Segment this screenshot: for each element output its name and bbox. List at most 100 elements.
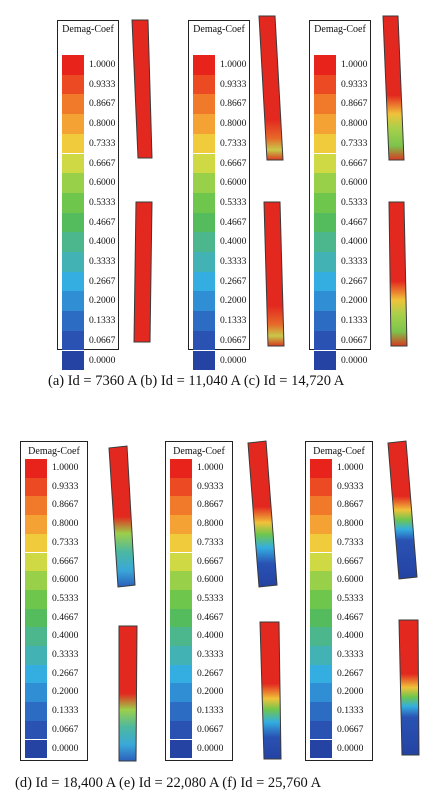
legend-tick-label: 0.0667 (52, 723, 79, 735)
legend-swatch (62, 232, 84, 252)
legend-tick-label: 0.8667 (197, 499, 224, 511)
legend-swatch (170, 627, 192, 646)
legend-tick-label: 0.4000 (341, 236, 368, 248)
legend-tick-label: 0.2000 (341, 295, 368, 307)
legend-row: 0.1333 (58, 311, 118, 331)
legend-swatch (25, 552, 47, 572)
legend-row: 0.0667 (310, 330, 370, 351)
legend-row: 0.6667 (58, 153, 118, 174)
legend-swatch (25, 608, 47, 628)
magnet-upper (247, 440, 278, 588)
legend-row: 0.0667 (21, 720, 87, 740)
magnet-lower (133, 201, 153, 343)
legend-swatch (25, 496, 47, 516)
legend-row: 0.6000 (166, 571, 232, 590)
legend-swatch (25, 589, 47, 609)
legend-tick-label: 0.2000 (52, 686, 79, 698)
legend-tick-label: 0.5333 (52, 592, 79, 604)
legend-row: 0.8667 (189, 94, 249, 115)
magnet-lower (118, 625, 138, 762)
legend-tick-label: 0.4667 (220, 216, 247, 228)
legend-tick-label: 0.5333 (341, 196, 368, 208)
legend-swatch (193, 291, 215, 312)
legend-tick-label: 0.1333 (341, 315, 368, 327)
legend-swatch (310, 608, 332, 628)
legend-tick-label: 0.6667 (220, 157, 247, 169)
legend-swatch (193, 133, 215, 154)
legend: Demag-Coef 1.0000 0.9333 0.8667 0.8000 0.733… (305, 441, 373, 761)
legend-tick-label: 0.2667 (337, 667, 364, 679)
legend-swatch (62, 133, 84, 154)
legend-tick-label: 0.6667 (52, 555, 79, 567)
legend-tick-label: 1.0000 (337, 462, 364, 473)
legend-row: 0.7333 (166, 533, 232, 553)
legend-title: Demag-Coef (28, 446, 80, 457)
legend-row: 0.7333 (58, 133, 118, 154)
legend-tick-label: 0.9333 (89, 78, 116, 90)
legend-swatch (314, 350, 336, 371)
legend-swatch (170, 739, 192, 759)
legend-swatch (62, 350, 84, 371)
legend-swatch (193, 55, 215, 75)
legend-row: 0.0000 (21, 739, 87, 759)
legend-row: 0.2667 (166, 664, 232, 684)
caption-row-2: (d) Id = 18,400 A (e) Id = 22,080 A (f) … (15, 775, 322, 791)
legend-swatch (193, 74, 215, 95)
caption-row-1: (a) Id = 7360 A (b) Id = 11,040 A (c) Id… (48, 373, 345, 389)
legend-swatch (62, 173, 84, 193)
legend-swatch (310, 496, 332, 516)
legend-tick-label: 0.2667 (220, 275, 247, 287)
legend-tick-label: 0.8000 (337, 518, 364, 530)
legend-row: 0.4000 (189, 232, 249, 252)
legend-tick-label: 0.4000 (52, 630, 79, 642)
legend-row: 0.6667 (310, 153, 370, 174)
legend-row: 0.8000 (21, 515, 87, 534)
legend-row: 0.4000 (310, 232, 370, 252)
legend-tick-label: 0.6000 (197, 574, 224, 586)
legend-tick-label: 0.6000 (89, 177, 116, 189)
legend-row: 0.9333 (189, 74, 249, 95)
legend-tick-label: 0.0667 (341, 334, 368, 346)
legend-tick-label: 0.7333 (89, 137, 116, 149)
legend-tick-label: 0.2000 (220, 295, 247, 307)
legend-swatch (25, 477, 47, 497)
legend-row: 0.7333 (310, 133, 370, 154)
legend-swatch (310, 477, 332, 497)
legend: Demag-Coef 1.0000 0.9333 0.8667 0.8000 0.733… (309, 20, 371, 371)
legend-swatch (170, 533, 192, 553)
legend-swatch (310, 702, 332, 721)
legend-swatch (193, 232, 215, 252)
legend-row: 0.3333 (21, 646, 87, 665)
legend-row: 0.4667 (306, 608, 372, 628)
legend-swatch (310, 683, 332, 703)
legend-swatch (62, 311, 84, 331)
legend-swatch (314, 192, 336, 213)
legend-row: 0.9333 (166, 477, 232, 497)
legend-tick-label: 0.0667 (89, 334, 116, 346)
legend-swatch (314, 252, 336, 272)
legend-swatch (170, 496, 192, 516)
legend-swatch (314, 212, 336, 233)
legend-tick-label: 0.7333 (337, 536, 364, 548)
legend-tick-label: 0.8667 (337, 499, 364, 511)
legend-swatch (170, 683, 192, 703)
legend-title: Demag-Coef (193, 24, 245, 35)
legend-swatch (310, 459, 332, 478)
legend-tick-label: 0.2000 (89, 295, 116, 307)
legend-row: 0.6000 (189, 173, 249, 193)
legend-row: 1.0000 (310, 55, 370, 75)
legend-swatch (25, 739, 47, 759)
legend-row: 0.2000 (306, 683, 372, 703)
legend-tick-label: 0.1333 (337, 705, 364, 717)
legend-swatch (62, 291, 84, 312)
legend-swatch (170, 720, 192, 740)
legend-swatch (25, 720, 47, 740)
legend-row: 0.2000 (310, 291, 370, 312)
legend-row: 0.5333 (166, 589, 232, 609)
legend-swatch (170, 608, 192, 628)
legend-row: 0.2000 (189, 291, 249, 312)
legend-swatch (62, 55, 84, 75)
magnet-lower (263, 201, 285, 347)
legend-row: 0.4667 (189, 212, 249, 233)
legend-tick-label: 0.0000 (220, 354, 247, 366)
